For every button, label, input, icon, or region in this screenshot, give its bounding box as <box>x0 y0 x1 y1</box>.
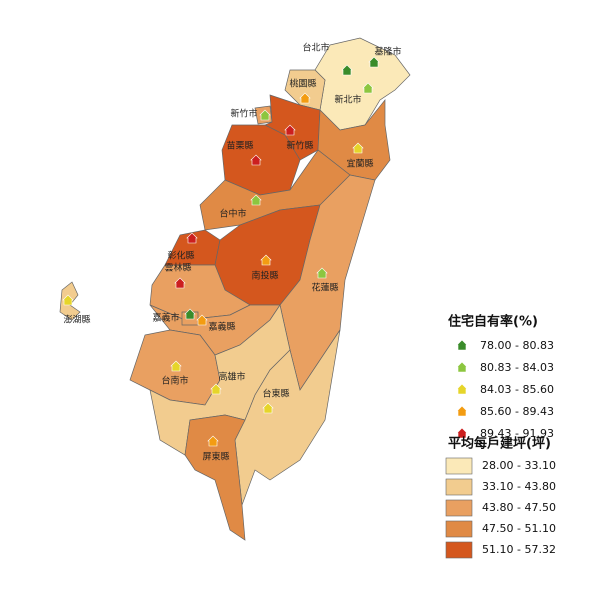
ownership-icon <box>170 360 182 372</box>
region <box>184 414 246 541</box>
region-label: 台中市 <box>219 208 246 220</box>
region-label: 彰化縣 <box>167 250 194 262</box>
ownership-icon <box>262 402 274 414</box>
region-label: 高雄市 <box>218 371 245 383</box>
region-label: 宜蘭縣 <box>346 158 373 170</box>
region-label: 台北市 <box>302 42 329 54</box>
legend-swatch <box>445 499 473 517</box>
region-label: 嘉義縣 <box>208 321 235 333</box>
region-label: 苗栗縣 <box>226 141 253 152</box>
region-label: 屏東縣 <box>202 451 229 463</box>
region-label: 花蓮縣 <box>311 282 338 294</box>
region-label: 澎湖縣 <box>63 314 90 326</box>
region-label: 基隆市 <box>374 46 401 58</box>
ownership-icon <box>184 308 196 320</box>
ownership-icon <box>259 109 271 121</box>
ownership-icon <box>186 232 198 244</box>
ownership-icon <box>316 267 328 279</box>
ownership-icon <box>284 124 296 136</box>
legend-swatch <box>445 520 473 538</box>
legend-icon <box>456 383 468 395</box>
legend-icon <box>456 405 468 417</box>
legend-label: 51.10 - 57.32 <box>482 543 556 556</box>
legend-label: 89.43 - 91.93 <box>480 427 554 440</box>
region-label: 桃園縣 <box>289 78 316 90</box>
region-label: 台東縣 <box>262 388 289 400</box>
legend-icon <box>456 361 468 373</box>
ownership-icon <box>352 142 364 154</box>
legend-label: 33.10 - 43.80 <box>482 480 556 493</box>
legend-label: 78.00 - 80.83 <box>480 339 554 352</box>
region-label: 南投縣 <box>251 270 278 282</box>
ownership-icon <box>341 64 353 76</box>
ownership-icon <box>174 277 186 289</box>
ownership-icon <box>210 383 222 395</box>
legend-swatch <box>445 457 473 475</box>
legend-label: 28.00 - 33.10 <box>482 459 556 472</box>
legend-label: 80.83 - 84.03 <box>480 361 554 374</box>
legend-title: 平均每戶建坪(坪) <box>448 436 551 452</box>
legend-swatch <box>445 478 473 496</box>
legend-label: 47.50 - 51.10 <box>482 522 556 535</box>
ownership-icon <box>62 294 74 306</box>
ownership-icon <box>299 92 311 104</box>
legend-icon <box>456 427 468 439</box>
region-label: 嘉義市 <box>152 312 179 324</box>
region <box>317 99 391 181</box>
legend-label: 43.80 - 47.50 <box>482 501 556 514</box>
ownership-icon <box>362 82 374 94</box>
region-label: 新竹市 <box>230 108 257 120</box>
legend-swatch <box>445 541 473 559</box>
region-label: 新北市 <box>334 94 361 106</box>
ownership-icon <box>207 435 219 447</box>
ownership-icon <box>250 154 262 166</box>
region-label: 新竹縣 <box>286 140 313 152</box>
ownership-icon <box>368 56 380 68</box>
ownership-icon <box>196 314 208 326</box>
region-label: 台南市 <box>161 375 188 387</box>
region-label: 雲林縣 <box>164 262 191 274</box>
ownership-icon <box>260 254 272 266</box>
legend-label: 84.03 - 85.60 <box>480 383 554 396</box>
ownership-icon <box>250 194 262 206</box>
legend-label: 85.60 - 89.43 <box>480 405 554 418</box>
legend-title: 住宅自有率(%) <box>448 314 538 330</box>
legend-icon <box>456 339 468 351</box>
